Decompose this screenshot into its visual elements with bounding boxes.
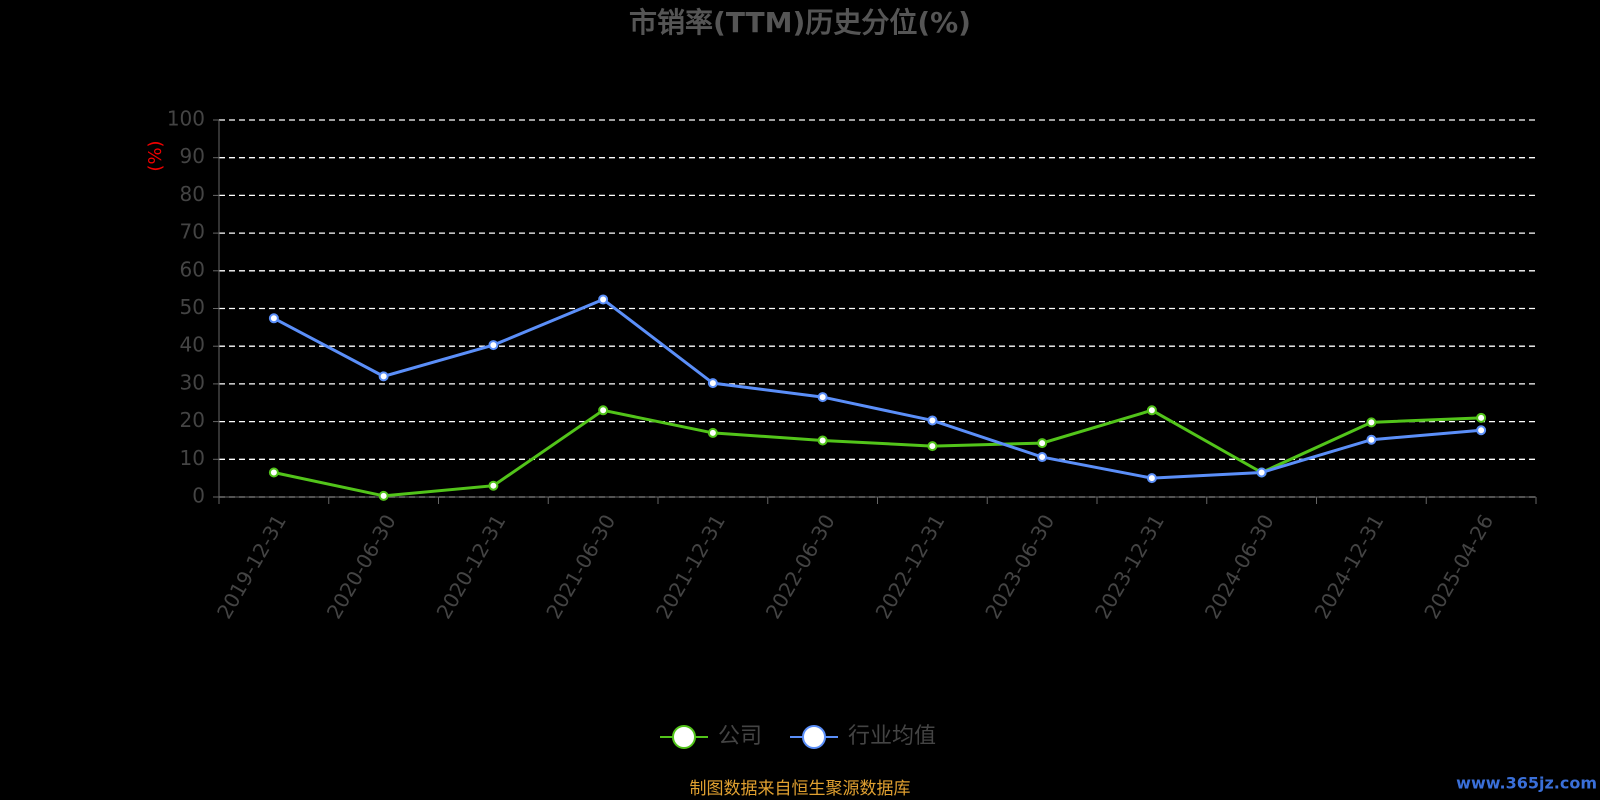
series-line bbox=[273, 408, 1482, 498]
legend-label: 公司 bbox=[718, 724, 762, 749]
point bbox=[598, 405, 609, 416]
y-tick-label: 70 bbox=[180, 220, 205, 244]
point bbox=[817, 392, 828, 403]
y-tick-label: 20 bbox=[180, 408, 205, 432]
y-tick-label: 30 bbox=[180, 370, 205, 394]
point bbox=[378, 490, 389, 501]
point bbox=[1366, 417, 1377, 428]
point bbox=[1256, 467, 1267, 478]
point bbox=[488, 480, 499, 491]
legend-label: 行业均值 bbox=[848, 724, 936, 749]
point bbox=[268, 313, 279, 324]
chart-title: 市销率(TTM)历史分位(%) bbox=[629, 6, 971, 39]
point bbox=[1366, 434, 1377, 445]
point bbox=[378, 371, 389, 382]
legend-marker bbox=[802, 725, 826, 749]
point bbox=[707, 427, 718, 438]
point bbox=[927, 441, 938, 452]
point bbox=[1037, 452, 1048, 463]
y-tick-label: 10 bbox=[180, 446, 205, 470]
y-tick-label: 80 bbox=[180, 182, 205, 206]
y-tick-label: 90 bbox=[180, 144, 205, 168]
series-line bbox=[273, 297, 1482, 480]
point bbox=[817, 435, 828, 446]
y-tick-label: 50 bbox=[180, 295, 205, 319]
source-note: 制图数据来自恒生聚源数据库 bbox=[690, 779, 911, 799]
y-tick-label: 60 bbox=[180, 257, 205, 281]
point bbox=[1476, 425, 1487, 436]
point bbox=[1037, 438, 1048, 449]
point bbox=[1146, 405, 1157, 416]
point bbox=[268, 467, 279, 478]
watermark: www.365jz.com bbox=[1456, 774, 1597, 793]
y-tick-label: 0 bbox=[192, 484, 205, 508]
point bbox=[488, 340, 499, 351]
y-tick-label: 100 bbox=[167, 107, 205, 131]
point bbox=[707, 378, 718, 389]
y-axis-label: (%) bbox=[145, 140, 166, 171]
point bbox=[1476, 412, 1487, 423]
point bbox=[1146, 473, 1157, 484]
point bbox=[598, 294, 609, 305]
y-tick-label: 40 bbox=[180, 333, 205, 357]
legend-marker bbox=[672, 725, 696, 749]
point bbox=[927, 415, 938, 426]
